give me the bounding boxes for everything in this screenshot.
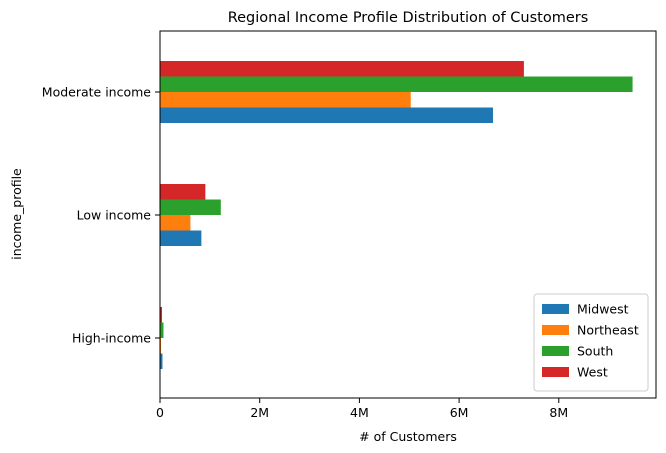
bar-south-moderate-income — [160, 76, 633, 92]
legend-swatch-south — [542, 346, 569, 356]
y-tick-label: High-income — [72, 331, 151, 346]
bar-midwest-high-income — [160, 353, 163, 369]
legend-label-west: West — [577, 365, 608, 380]
x-tick-label: 6M — [450, 405, 469, 420]
bars-group — [160, 61, 633, 369]
legend-swatch-northeast — [542, 325, 569, 335]
y-axis-ticks: High-income Low income Moderate income — [42, 85, 160, 346]
legend: Midwest Northeast South West — [533, 293, 649, 392]
legend-label-midwest: Midwest — [577, 302, 629, 317]
x-tick-label: 0 — [156, 405, 164, 420]
x-tick-label: 4M — [350, 405, 369, 420]
legend-label-south: South — [577, 344, 613, 359]
bar-south-high-income — [160, 322, 164, 338]
x-tick-label: 2M — [250, 405, 269, 420]
x-axis-ticks: 0 2M 4M 6M 8M — [156, 398, 568, 420]
bar-northeast-low-income — [160, 215, 191, 231]
bar-midwest-low-income — [160, 230, 202, 246]
bar-south-low-income — [160, 199, 221, 215]
bar-west-high-income — [160, 307, 162, 323]
bar-west-moderate-income — [160, 61, 524, 77]
bar-midwest-moderate-income — [160, 107, 493, 123]
bar-west-low-income — [160, 184, 206, 200]
legend-label-northeast: Northeast — [577, 323, 639, 338]
x-axis-label: # of Customers — [359, 429, 457, 444]
y-axis-label: income_profile — [9, 168, 24, 260]
x-tick-label: 8M — [549, 405, 568, 420]
bar-northeast-moderate-income — [160, 92, 411, 108]
y-tick-label: Moderate income — [42, 85, 152, 100]
chart-title: Regional Income Profile Distribution of … — [228, 10, 589, 26]
legend-box — [533, 293, 649, 392]
legend-swatch-midwest — [542, 304, 569, 314]
legend-swatch-west — [542, 367, 569, 377]
y-tick-label: Low income — [77, 208, 152, 223]
